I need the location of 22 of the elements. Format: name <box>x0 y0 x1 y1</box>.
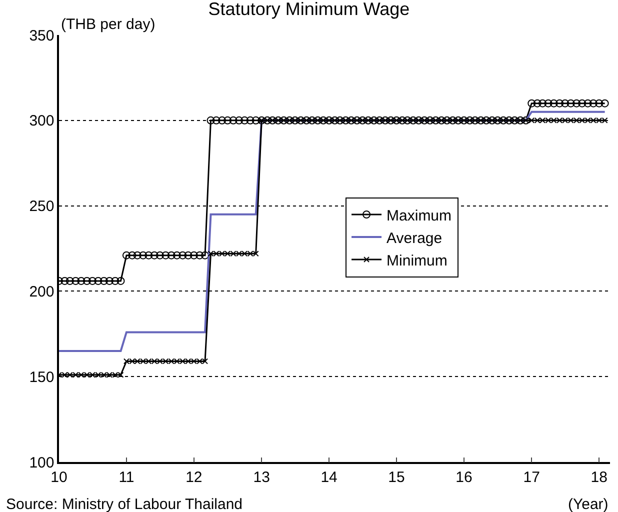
legend-label: Minimum <box>386 252 448 270</box>
y-tick-label: 100 <box>29 454 54 472</box>
x-tick-label: 12 <box>186 468 202 486</box>
x-tick-label: 16 <box>456 468 472 486</box>
legend-label: Maximum <box>386 207 452 224</box>
y-tick-label: 200 <box>29 283 54 300</box>
x-tick-label: 11 <box>118 468 134 486</box>
y-tick-label: 150 <box>29 368 54 386</box>
x-tick-label: 13 <box>253 468 270 486</box>
y-tick-label: 300 <box>29 112 54 130</box>
x-axis-title: (Year) <box>568 496 608 512</box>
source-note: Source: Ministry of Labour Thailand <box>6 496 243 512</box>
x-tick-label: 14 <box>320 468 338 486</box>
y-axis-title: (THB per day) <box>61 16 156 33</box>
x-tick-label: 18 <box>590 468 608 486</box>
x-tick-label: 17 <box>523 468 540 486</box>
chart-title: Statutory Minimum Wage <box>208 0 410 20</box>
y-tick-label: 250 <box>29 198 54 216</box>
legend-label: Average <box>386 230 442 247</box>
y-tick-label: 350 <box>29 27 54 44</box>
x-tick-label: 15 <box>388 468 405 486</box>
x-tick-label: 10 <box>50 468 68 486</box>
